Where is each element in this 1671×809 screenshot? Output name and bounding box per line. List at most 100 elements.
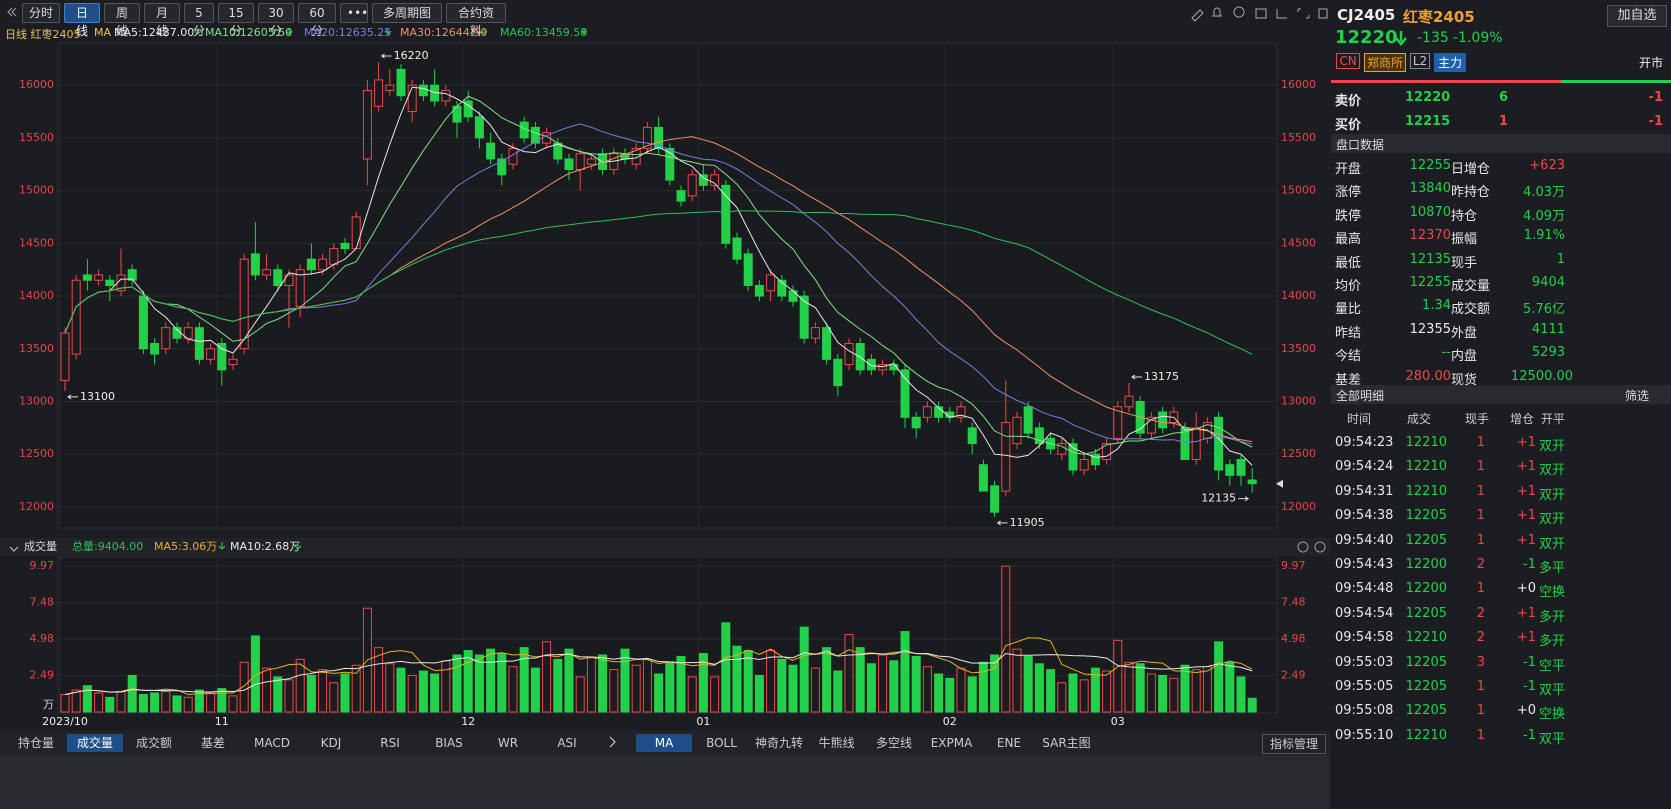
trade-cell: 09:54:23 (1335, 435, 1394, 450)
candle-body (687, 174, 697, 197)
indicator-manage[interactable]: 指标管理 (1262, 734, 1326, 754)
stat-value: 12135 (1409, 251, 1451, 267)
toolbar-tab[interactable]: 周线 (104, 3, 140, 38)
indicator-tab[interactable]: 成交量 (67, 734, 123, 752)
tab-scroll (609, 736, 616, 748)
close-icon[interactable] (1297, 541, 1309, 553)
trades-header: 增仓 (1510, 412, 1535, 426)
stats-title: 盘口数据 (1336, 138, 1385, 152)
y-tick-label-right: 16000 (1281, 78, 1316, 91)
indicator-tab[interactable]: BIAS (435, 736, 463, 750)
candle-body (967, 427, 977, 445)
settings-icon[interactable] (1314, 541, 1326, 553)
indicator-tab[interactable]: RSI (380, 736, 400, 750)
trade-cell: 09:54:48 (1335, 581, 1394, 597)
volume-bar (284, 679, 294, 713)
volume-total: 总量:9404.00 (72, 539, 143, 553)
toolbar-tab[interactable]: 5分 (184, 3, 214, 38)
trades-filter[interactable]: 筛选 (1625, 389, 1650, 403)
overlay-tab[interactable]: SAR主图 (1042, 736, 1091, 750)
candle-body (866, 358, 876, 371)
trades-header: 成交 (1407, 412, 1432, 426)
overlay-tab[interactable]: ENE (996, 736, 1022, 750)
volume-bar (351, 664, 361, 713)
volume-bar (1191, 669, 1201, 713)
volume-bar (430, 673, 440, 713)
legend-entry: MA5:12437.00 (114, 26, 195, 39)
volume-bar (710, 676, 720, 713)
candle-body (732, 237, 742, 260)
candle-body (1247, 479, 1257, 485)
volume-bar (1090, 667, 1100, 713)
overlay-tab[interactable]: EXPMA (930, 736, 973, 750)
tool-icon[interactable] (1318, 8, 1328, 19)
indicator-tab[interactable]: 基差 (200, 736, 225, 750)
toolbar-tab[interactable]: 15分 (218, 3, 254, 38)
overlay-tab[interactable]: BOLL (706, 736, 737, 750)
toolbar-tab[interactable]: 30分 (258, 3, 294, 38)
tool-icon[interactable] (1297, 8, 1310, 19)
overlay-tab[interactable]: 多空线 (875, 736, 912, 750)
add-watch[interactable]: 加自选 (1607, 5, 1667, 27)
candle-body (956, 406, 966, 418)
overlay-tab[interactable]: 牛熊线 (818, 736, 855, 750)
tool-icon[interactable] (1255, 8, 1267, 19)
trades-header: 开平 (1541, 412, 1566, 426)
candle-body (60, 332, 70, 381)
toolbar-tab[interactable]: 合约资料 (446, 3, 506, 38)
overlay-tab[interactable]: 神奇九转 (754, 736, 803, 750)
indicator-tab[interactable]: MACD (254, 736, 290, 750)
tool-icon[interactable] (1212, 7, 1222, 17)
indicator-tab[interactable]: ASI (557, 736, 577, 750)
annotation-arrow (1131, 374, 1142, 380)
orderbook-cell: -1 (1648, 90, 1663, 105)
toolbar-tab[interactable]: 日线 (64, 3, 100, 38)
y-tick-label-right: 14500 (1281, 236, 1316, 249)
volume-bar (418, 670, 428, 713)
y-tick-label-right: 13500 (1281, 342, 1316, 355)
tool-icon[interactable] (1233, 6, 1245, 18)
trade-cell: 双开 (1538, 463, 1565, 479)
volume-bar (194, 689, 204, 713)
legend-arrow (294, 542, 302, 550)
volume-bar (407, 674, 417, 713)
indicator-tab[interactable]: WR (497, 736, 519, 750)
stat-value: 13840 (1409, 181, 1451, 197)
candle-body (575, 153, 585, 171)
indicator-tab[interactable]: 成交额 (135, 736, 172, 750)
tool-icon[interactable] (1191, 9, 1204, 22)
trade-cell: 1 (1476, 679, 1485, 694)
candle-body (1191, 427, 1201, 460)
toolbar-tab[interactable]: ••• (340, 3, 368, 23)
toolbar-tab[interactable]: 60分 (298, 3, 336, 38)
trade-cell: +1 (1516, 508, 1536, 524)
y-tick-label: 4.98 (30, 632, 55, 645)
collapse-icon[interactable] (9, 546, 19, 552)
trade-cell: 空换 (1538, 585, 1565, 601)
trades-header: 时间 (1347, 412, 1372, 426)
volume-bar (833, 670, 843, 713)
orderbook-cell: 6 (1499, 90, 1509, 105)
overlay-tab[interactable]: MA (636, 734, 692, 752)
stat-label: 昨结 (1335, 325, 1362, 341)
candle-body (82, 274, 92, 281)
indicator-tab[interactable]: 持仓量 (17, 736, 54, 750)
stat-label: 内盘 (1451, 349, 1478, 365)
y-tick-label-right: 15500 (1281, 131, 1316, 144)
toolbar-tab[interactable]: 月线 (144, 3, 180, 38)
indicator-tab[interactable]: KDJ (320, 736, 342, 750)
x-tick-label: 2023/10 (42, 715, 88, 728)
trade-cell: 09:54:54 (1335, 605, 1394, 621)
volume-bar (82, 685, 92, 713)
trade-cell: 12200 (1405, 557, 1447, 572)
quote-panel: CJ2405 红枣2405 加自选 12220 -135 -1.09% CN 郑商所 L2 主力开… (1331, 0, 1671, 809)
trades-title[interactable]: 全部明细 (1336, 389, 1385, 403)
volume-bar (1169, 677, 1179, 713)
candle-body (743, 253, 753, 287)
candle-body (1124, 395, 1134, 408)
toolbar-tab[interactable]: 多周期图 (372, 3, 442, 23)
trade-cell: -1 (1523, 654, 1536, 670)
toolbar-tab[interactable]: 分时 (22, 3, 60, 23)
tool-icon[interactable] (1276, 9, 1287, 19)
candle-body (1102, 443, 1112, 460)
